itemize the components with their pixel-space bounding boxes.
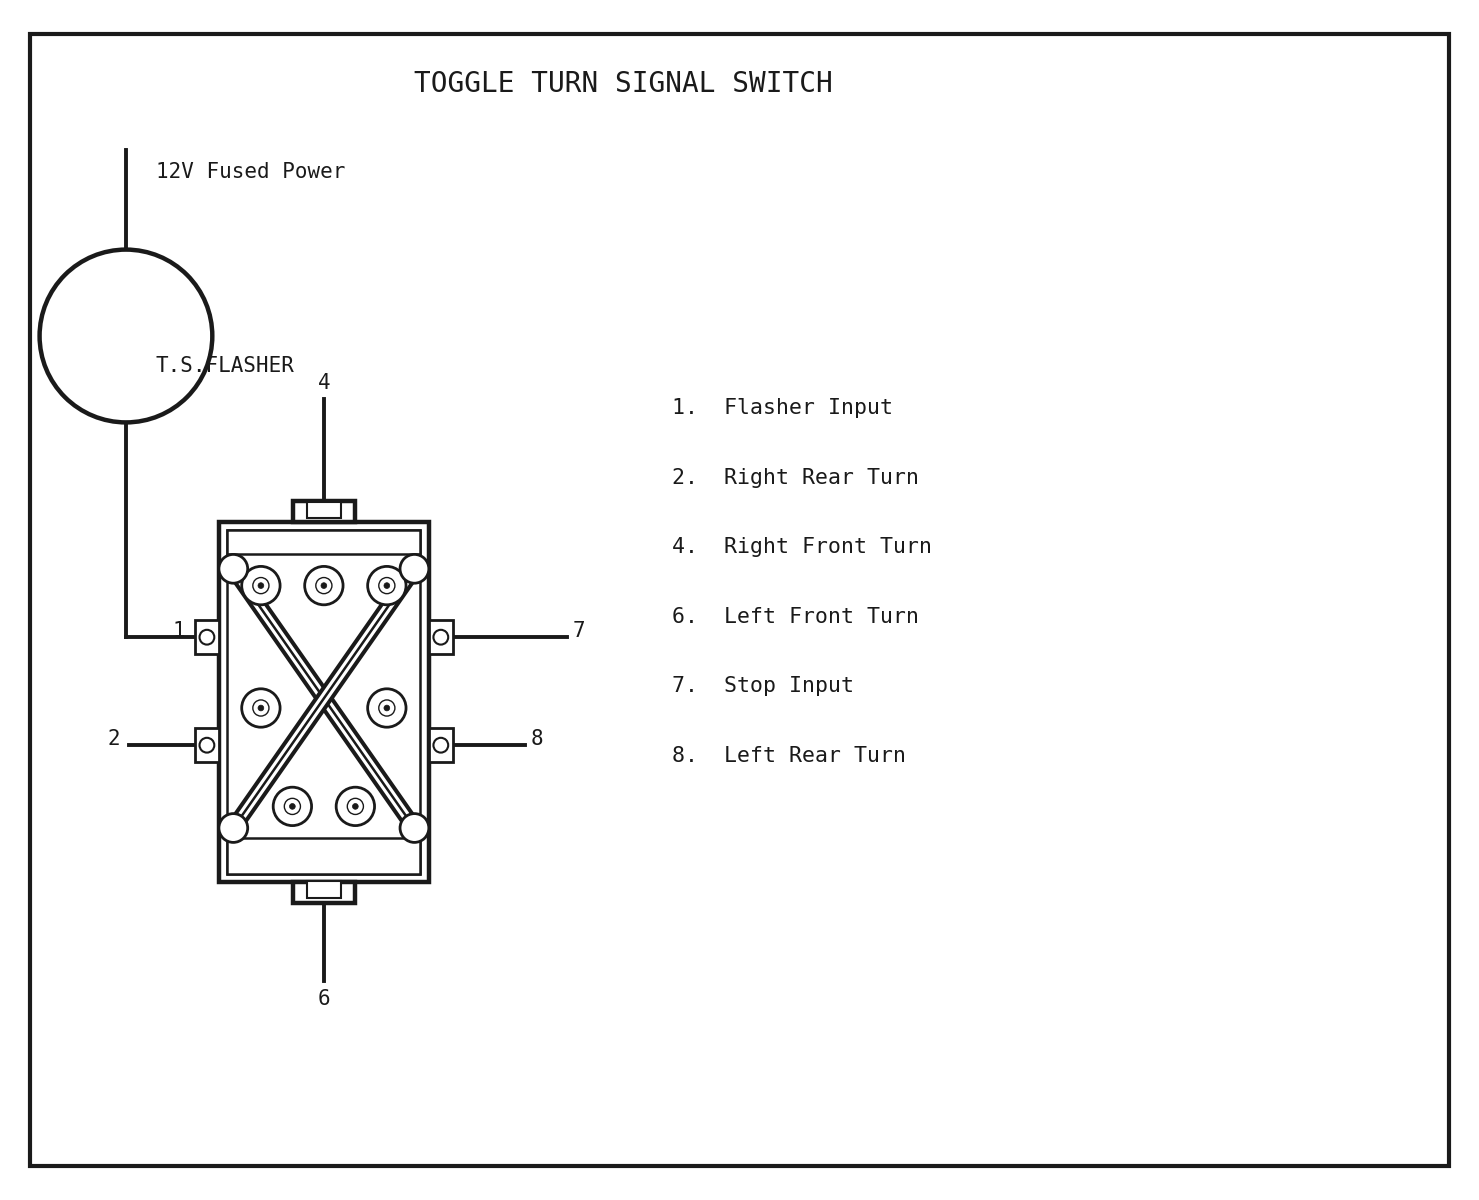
Circle shape (219, 554, 247, 583)
Circle shape (336, 787, 374, 826)
Text: 1.  Flasher Input: 1. Flasher Input (671, 398, 893, 418)
Circle shape (274, 787, 312, 826)
Text: 7.  Stop Input: 7. Stop Input (671, 677, 853, 696)
Circle shape (305, 566, 343, 605)
Circle shape (321, 583, 327, 588)
Circle shape (253, 577, 269, 594)
Bar (293, 882, 355, 902)
Bar (429, 620, 453, 654)
Circle shape (399, 814, 429, 842)
Bar (195, 620, 219, 654)
Text: 7: 7 (572, 622, 586, 641)
Text: T.S.FLASHER: T.S.FLASHER (155, 356, 294, 376)
Circle shape (219, 814, 247, 842)
Bar (219, 522, 429, 882)
Text: 6: 6 (318, 989, 330, 1009)
Text: 4: 4 (318, 373, 330, 394)
Circle shape (317, 577, 331, 594)
Circle shape (257, 706, 263, 710)
Circle shape (257, 583, 263, 588)
Bar (306, 881, 342, 898)
Circle shape (433, 738, 448, 752)
Text: 2: 2 (108, 730, 121, 749)
Bar (195, 728, 219, 762)
Circle shape (385, 706, 390, 710)
Circle shape (352, 804, 358, 809)
Circle shape (368, 566, 407, 605)
Circle shape (241, 689, 280, 727)
Text: TOGGLE TURN SIGNAL SWITCH: TOGGLE TURN SIGNAL SWITCH (414, 70, 833, 98)
Circle shape (253, 700, 269, 716)
Circle shape (368, 689, 407, 727)
Circle shape (40, 250, 213, 422)
Circle shape (399, 554, 429, 583)
Circle shape (200, 738, 214, 752)
Circle shape (385, 583, 390, 588)
Bar (228, 530, 420, 554)
Text: 2.  Right Rear Turn: 2. Right Rear Turn (671, 468, 918, 487)
Text: 6.  Left Front Turn: 6. Left Front Turn (671, 607, 918, 626)
Text: 8.  Left Rear Turn: 8. Left Rear Turn (671, 746, 905, 766)
Circle shape (290, 804, 296, 809)
Circle shape (284, 798, 300, 815)
Text: 4.  Right Front Turn: 4. Right Front Turn (671, 538, 932, 557)
Bar (228, 838, 420, 874)
Bar (306, 502, 342, 518)
Bar (429, 728, 453, 762)
Text: 1: 1 (173, 622, 185, 641)
Circle shape (433, 630, 448, 644)
Circle shape (379, 700, 395, 716)
Circle shape (241, 566, 280, 605)
Circle shape (200, 630, 214, 644)
Bar (293, 502, 355, 522)
Text: 8: 8 (531, 730, 543, 749)
Circle shape (348, 798, 364, 815)
Bar (228, 530, 420, 874)
Circle shape (379, 577, 395, 594)
Text: 12V Fused Power: 12V Fused Power (155, 162, 345, 181)
